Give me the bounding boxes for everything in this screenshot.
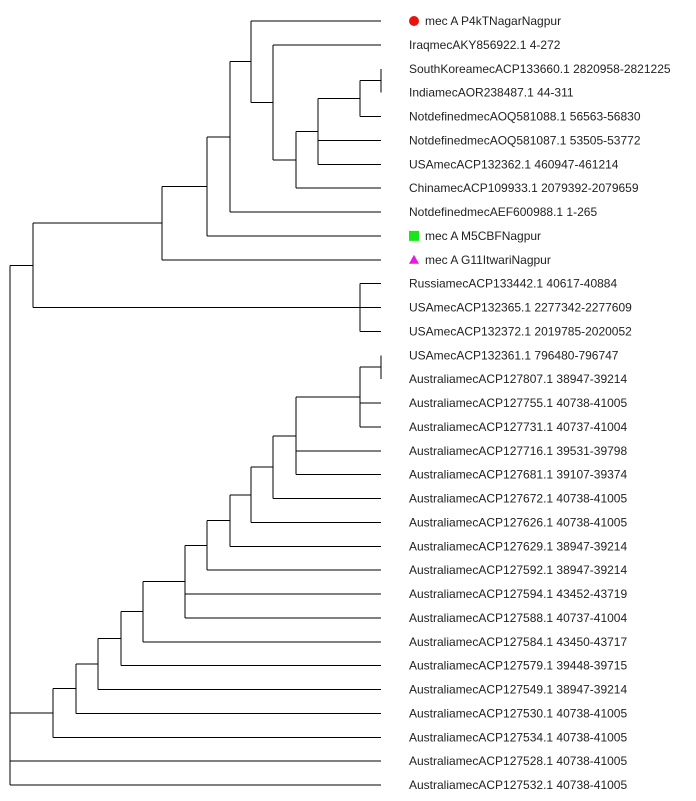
taxon-label: AustraliamecACP127534.1 40738-41005: [409, 730, 627, 744]
taxon-label: AustraliamecACP127592.1 38947-39214: [409, 563, 627, 577]
taxon-label: mec A G11ItwariNagpur: [425, 253, 551, 267]
taxon-label: mec A M5CBFNagpur: [425, 229, 541, 243]
taxon-label: NotdefinedmecAEF600988.1 1-265: [409, 205, 597, 219]
taxon-label: USAmecACP132365.1 2277342-2277609: [409, 301, 632, 315]
taxon-label: AustraliamecACP127716.1 39531-39798: [409, 444, 627, 458]
taxon-label: IndiamecAOR238487.1 44-311: [409, 86, 574, 100]
taxon-label: AustraliamecACP127532.1 40738-41005: [409, 778, 627, 792]
taxon-label: ChinamecACP109933.1 2079392-2079659: [409, 181, 639, 195]
square-marker-icon: [409, 230, 419, 241]
taxon-label: AustraliamecACP127626.1 40738-41005: [409, 515, 627, 529]
taxon-label: AustraliamecACP127579.1 39448-39715: [409, 659, 627, 673]
taxon-label: AustraliamecACP127530.1 40738-41005: [409, 706, 627, 720]
taxon-label: AustraliamecACP127528.1 40738-41005: [409, 754, 627, 768]
taxon-label: SouthKoreamecACP133660.1 2820958-2821225: [409, 62, 671, 76]
taxon-label: AustraliamecACP127629.1 38947-39214: [409, 539, 627, 553]
circle-marker-icon: [409, 16, 419, 26]
triangle-marker-icon: [409, 254, 419, 264]
taxon-label: RussiamecACP133442.1 40617-40884: [409, 277, 617, 291]
taxon-label: NotdefinedmecAOQ581088.1 56563-56830: [409, 110, 641, 124]
taxon-labels: mec A P4kTNagarNagpur IraqmecAKY856922.1 …: [409, 14, 671, 792]
taxon-markers: [409, 16, 419, 264]
taxon-label: IraqmecAKY856922.1 4-272: [409, 38, 561, 52]
taxon-label: AustraliamecACP127731.1 40737-41004: [409, 420, 627, 434]
taxon-label: USAmecACP132362.1 460947-461214: [409, 157, 619, 171]
tree-branches: [9, 20, 382, 786]
taxon-label: AustraliamecACP127672.1 40738-41005: [409, 492, 627, 506]
taxon-label: AustraliamecACP127681.1 39107-39374: [409, 468, 627, 482]
taxon-label: mec A P4kTNagarNagpur: [425, 14, 561, 28]
taxon-label: USAmecACP132372.1 2019785-2020052: [409, 324, 632, 338]
taxon-label: AustraliamecACP127807.1 38947-39214: [409, 372, 627, 386]
taxon-label: USAmecACP132361.1 796480-796747: [409, 348, 619, 362]
taxon-label: NotdefinedmecAOQ581087.1 53505-53772: [409, 133, 641, 147]
taxon-label: AustraliamecACP127755.1 40738-41005: [409, 396, 627, 410]
taxon-label: AustraliamecACP127584.1 43450-43717: [409, 635, 627, 649]
taxon-label: AustraliamecACP127588.1 40737-41004: [409, 611, 627, 625]
taxon-label: AustraliamecACP127549.1 38947-39214: [409, 683, 627, 697]
taxon-label: AustraliamecACP127594.1 43452-43719: [409, 587, 627, 601]
